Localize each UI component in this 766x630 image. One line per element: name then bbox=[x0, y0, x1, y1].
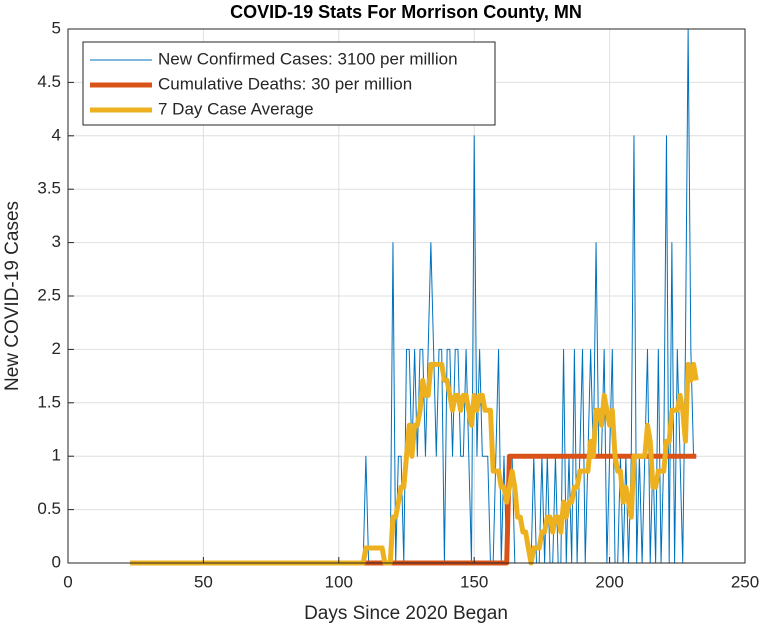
x-tick-label: 50 bbox=[194, 572, 213, 591]
y-tick-label: 2 bbox=[52, 339, 61, 358]
y-tick-label: 1 bbox=[52, 446, 61, 465]
y-tick-label: 0.5 bbox=[37, 499, 61, 518]
y-tick-label: 2.5 bbox=[37, 285, 61, 304]
x-tick-label: 0 bbox=[63, 572, 72, 591]
legend: New Confirmed Cases: 3100 per million Cum… bbox=[82, 41, 496, 126]
x-axis-label: Days Since 2020 Began bbox=[304, 603, 508, 624]
x-tick-label: 250 bbox=[731, 572, 759, 591]
legend-label: 7 Day Case Average bbox=[158, 99, 314, 118]
y-tick-label: 0 bbox=[52, 552, 61, 571]
y-axis-label: New COVID-19 Cases bbox=[2, 201, 23, 391]
y-tick-label: 4.5 bbox=[37, 72, 61, 91]
ticks: 0 50 100 150 200 250 0 0.5 1 1.5 2 2.5 3 3.5 4 4.5 5 bbox=[37, 18, 759, 591]
y-tick-label: 5 bbox=[52, 18, 61, 37]
y-tick-label: 4 bbox=[52, 125, 61, 144]
y-tick-label: 3.5 bbox=[37, 179, 61, 198]
y-tick-label: 1.5 bbox=[37, 392, 61, 411]
y-tick-label: 3 bbox=[52, 232, 61, 251]
legend-label: New Confirmed Cases: 3100 per million bbox=[158, 49, 458, 68]
legend-label: Cumulative Deaths: 30 per million bbox=[158, 74, 412, 93]
chart-title: COVID-19 Stats For Morrison County, MN bbox=[230, 2, 582, 22]
x-tick-label: 100 bbox=[325, 572, 353, 591]
x-tick-label: 200 bbox=[595, 572, 623, 591]
x-tick-label: 150 bbox=[460, 572, 488, 591]
